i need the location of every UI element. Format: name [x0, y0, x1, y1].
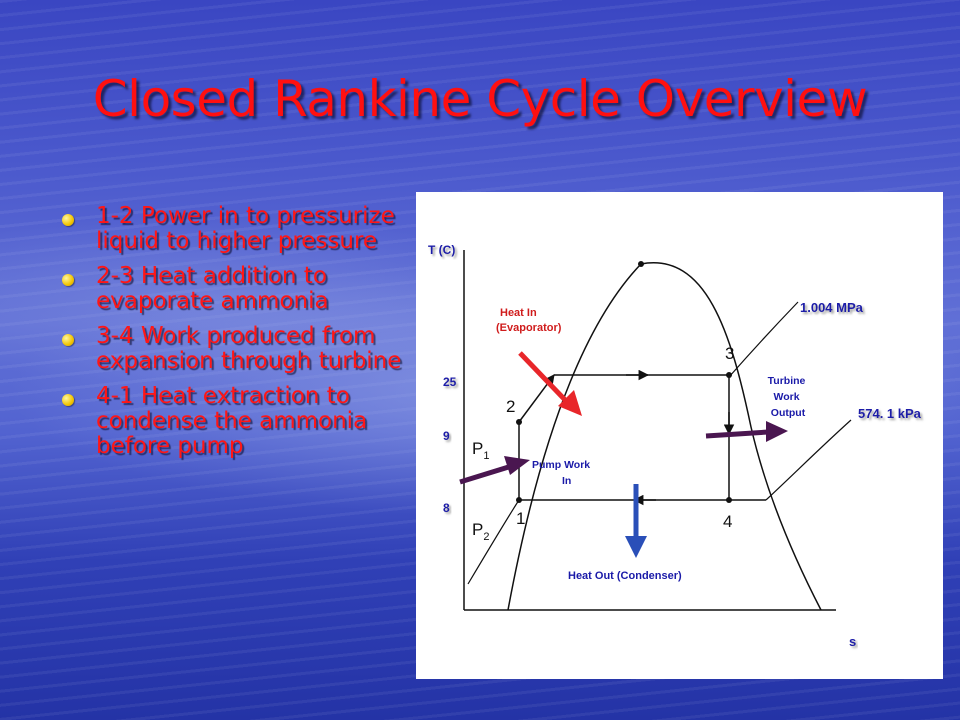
bullet-icon	[62, 334, 74, 346]
turbine-work-arrow-icon	[705, 429, 769, 439]
heat-in-arrow-head-icon	[558, 390, 582, 416]
temp-tick-8: 8	[443, 501, 450, 515]
bullet-text: 2-3 Heat addition to evaporate ammonia	[96, 263, 329, 314]
state-point-4	[726, 497, 732, 503]
state-point-1	[516, 497, 522, 503]
heat-out-arrow-head-icon	[625, 536, 647, 558]
pump-work-arrow-head-icon	[504, 456, 530, 475]
state-point-2	[516, 419, 522, 425]
bullet-item: 1-2 Power in to pressurize liquid to hig…	[62, 204, 407, 254]
bullet-icon	[62, 274, 74, 286]
bullet-list: 1-2 Power in to pressurize liquid to hig…	[62, 204, 407, 469]
temp-tick-25: 25	[443, 375, 457, 389]
low-pressure-line	[467, 499, 520, 585]
state-label-4: 4	[723, 512, 732, 531]
pump-work-label: Pump Work In	[532, 459, 593, 487]
pump-work-arrow-icon	[459, 463, 513, 485]
turbine-work-arrow-head-icon	[766, 421, 788, 442]
heat-out-label: Heat Out (Condenser)	[568, 570, 682, 582]
state-point-3	[726, 372, 732, 378]
pressure-label-low: 574. 1 kPa	[858, 406, 922, 421]
p2-label: P2	[472, 520, 489, 543]
ts-diagram-panel: 1 2 3 4 P1 P2 T (C) s 25 9 8 1.004 MPa 5…	[416, 192, 943, 679]
state-label-1: 1	[516, 509, 525, 528]
bullet-text: 4-1 Heat extraction to condense the ammo…	[96, 383, 368, 459]
heat-in-arrow-icon	[518, 351, 570, 405]
bullet-text: 1-2 Power in to pressurize liquid to hig…	[96, 203, 395, 254]
ts-diagram: 1 2 3 4 P1 P2 T (C) s 25 9 8 1.004 MPa 5…	[428, 243, 922, 649]
critical-point	[638, 261, 644, 267]
bullet-text: 3-4 Work produced from expansion through…	[96, 323, 402, 374]
x-axis-label: s	[849, 634, 856, 649]
bullet-item: 3-4 Work produced from expansion through…	[62, 324, 407, 374]
temp-tick-9: 9	[443, 429, 450, 443]
pressure-label-high: 1.004 MPa	[800, 300, 864, 315]
saturation-dome	[507, 262, 822, 611]
heat-in-label: Heat In (Evaporator)	[496, 307, 562, 334]
bullet-icon	[62, 214, 74, 226]
condenser-pressure-line	[765, 419, 852, 501]
p1-label: P1	[472, 439, 489, 462]
bullet-item: 2-3 Heat addition to evaporate ammonia	[62, 264, 407, 314]
bullet-icon	[62, 394, 74, 406]
turbine-work-label: Turbine Work Output	[768, 375, 809, 419]
high-pressure-line	[728, 301, 799, 378]
slide-title: Closed Rankine Cycle Overview	[92, 70, 868, 128]
bullet-item: 4-1 Heat extraction to condense the ammo…	[62, 384, 407, 459]
state-label-2: 2	[506, 397, 515, 416]
state-label-3: 3	[725, 344, 734, 363]
y-axis-label: T (C)	[428, 243, 455, 257]
